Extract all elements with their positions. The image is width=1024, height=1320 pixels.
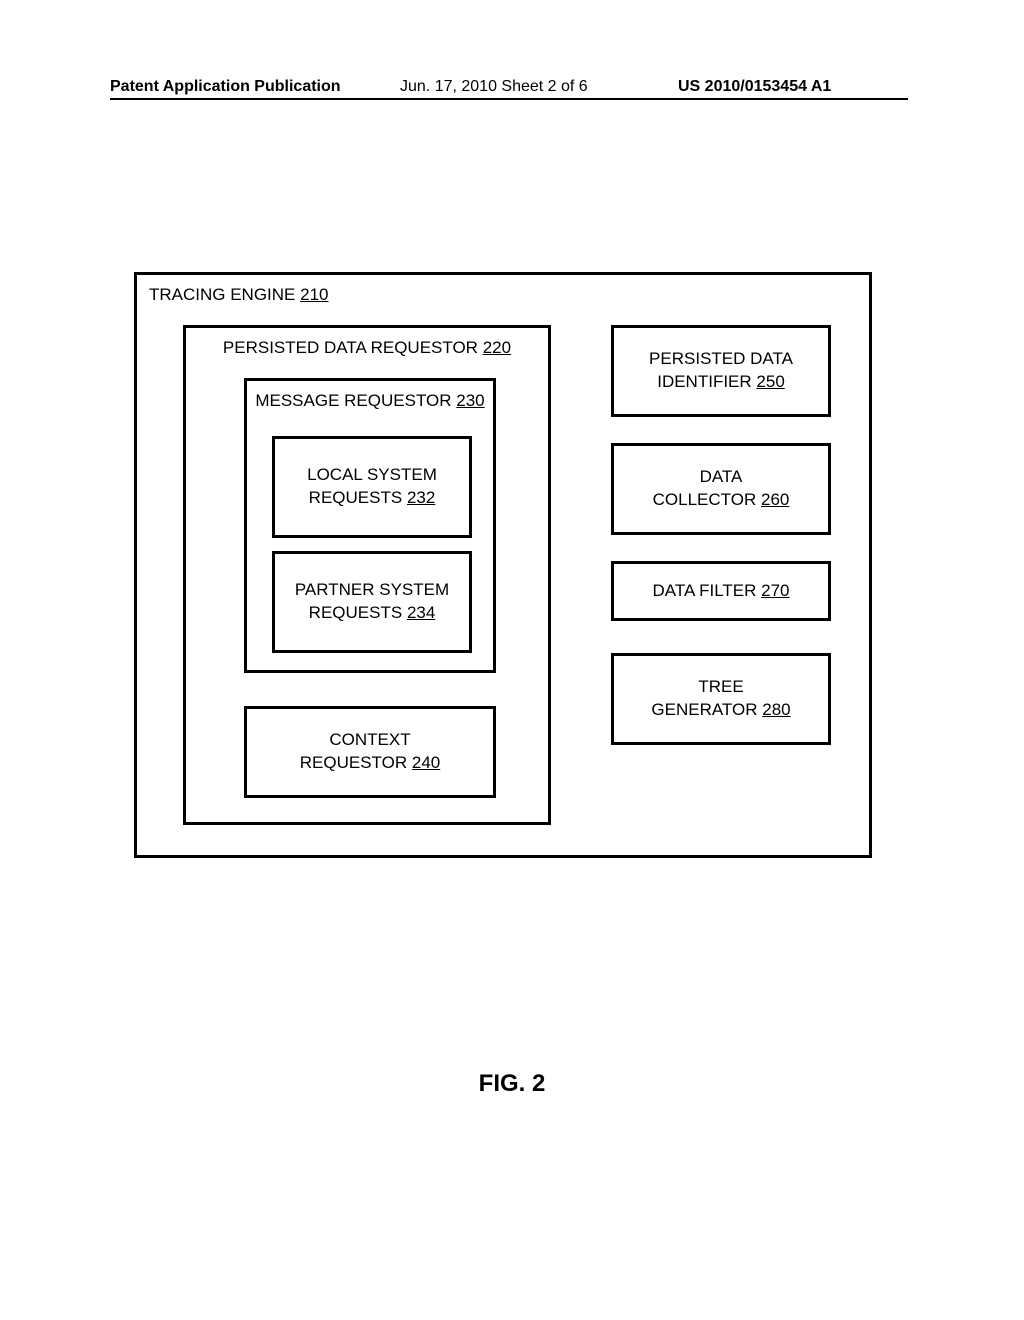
partner-system-requests-line1: PARTNER SYSTEM xyxy=(295,580,449,599)
data-collector-ref: 260 xyxy=(761,490,789,509)
local-system-requests-box: LOCAL SYSTEM REQUESTS 232 xyxy=(272,436,472,538)
header-publication-type: Patent Application Publication xyxy=(110,78,341,96)
persisted-data-identifier-ref: 250 xyxy=(756,372,784,391)
data-collector-line1: DATA xyxy=(700,467,743,486)
figure-caption: FIG. 2 xyxy=(0,1070,1024,1098)
partner-system-requests-ref: 234 xyxy=(407,603,435,622)
message-requestor-name: MESSAGE REQUESTOR xyxy=(255,391,451,410)
tracing-engine-box: TRACING ENGINE 210 PERSISTED DATA REQUES… xyxy=(134,272,872,858)
header-rule xyxy=(110,98,908,100)
context-requestor-line2: REQUESTOR xyxy=(300,753,407,772)
persisted-data-identifier-box: PERSISTED DATA IDENTIFIER 250 xyxy=(611,325,831,417)
message-requestor-box: MESSAGE REQUESTOR 230 LOCAL SYSTEM REQUE… xyxy=(244,378,496,673)
persisted-data-requestor-box: PERSISTED DATA REQUESTOR 220 MESSAGE REQ… xyxy=(183,325,551,825)
partner-system-requests-line2: REQUESTS xyxy=(309,603,403,622)
data-filter-name: DATA FILTER xyxy=(652,581,756,600)
context-requestor-line1: CONTEXT xyxy=(329,730,410,749)
data-filter-ref: 270 xyxy=(761,581,789,600)
persisted-data-requestor-ref: 220 xyxy=(483,338,511,357)
persisted-data-identifier-line1: PERSISTED DATA xyxy=(649,349,793,368)
header-date-sheet: Jun. 17, 2010 Sheet 2 of 6 xyxy=(400,78,588,96)
partner-system-requests-box: PARTNER SYSTEM REQUESTS 234 xyxy=(272,551,472,653)
message-requestor-ref: 230 xyxy=(456,391,484,410)
data-collector-box: DATA COLLECTOR 260 xyxy=(611,443,831,535)
local-system-requests-line2: REQUESTS xyxy=(309,488,403,507)
context-requestor-box: CONTEXT REQUESTOR 240 xyxy=(244,706,496,798)
tree-generator-line2: GENERATOR xyxy=(651,700,757,719)
tracing-engine-label: TRACING ENGINE 210 xyxy=(149,285,329,305)
local-system-requests-line1: LOCAL SYSTEM xyxy=(307,465,437,484)
tree-generator-line1: TREE xyxy=(698,677,743,696)
tree-generator-ref: 280 xyxy=(762,700,790,719)
persisted-data-identifier-line2: IDENTIFIER xyxy=(657,372,751,391)
data-collector-line2: COLLECTOR xyxy=(653,490,757,509)
tree-generator-box: TREE GENERATOR 280 xyxy=(611,653,831,745)
data-filter-box: DATA FILTER 270 xyxy=(611,561,831,621)
patent-page: Patent Application Publication Jun. 17, … xyxy=(0,0,1024,1320)
context-requestor-ref: 240 xyxy=(412,753,440,772)
persisted-data-requestor-name: PERSISTED DATA REQUESTOR xyxy=(223,338,478,357)
message-requestor-label: MESSAGE REQUESTOR 230 xyxy=(247,391,493,411)
local-system-requests-ref: 232 xyxy=(407,488,435,507)
tracing-engine-name: TRACING ENGINE xyxy=(149,285,295,304)
header-patent-number: US 2010/0153454 A1 xyxy=(678,78,831,96)
persisted-data-requestor-label: PERSISTED DATA REQUESTOR 220 xyxy=(186,338,548,358)
tracing-engine-ref: 210 xyxy=(300,285,328,304)
